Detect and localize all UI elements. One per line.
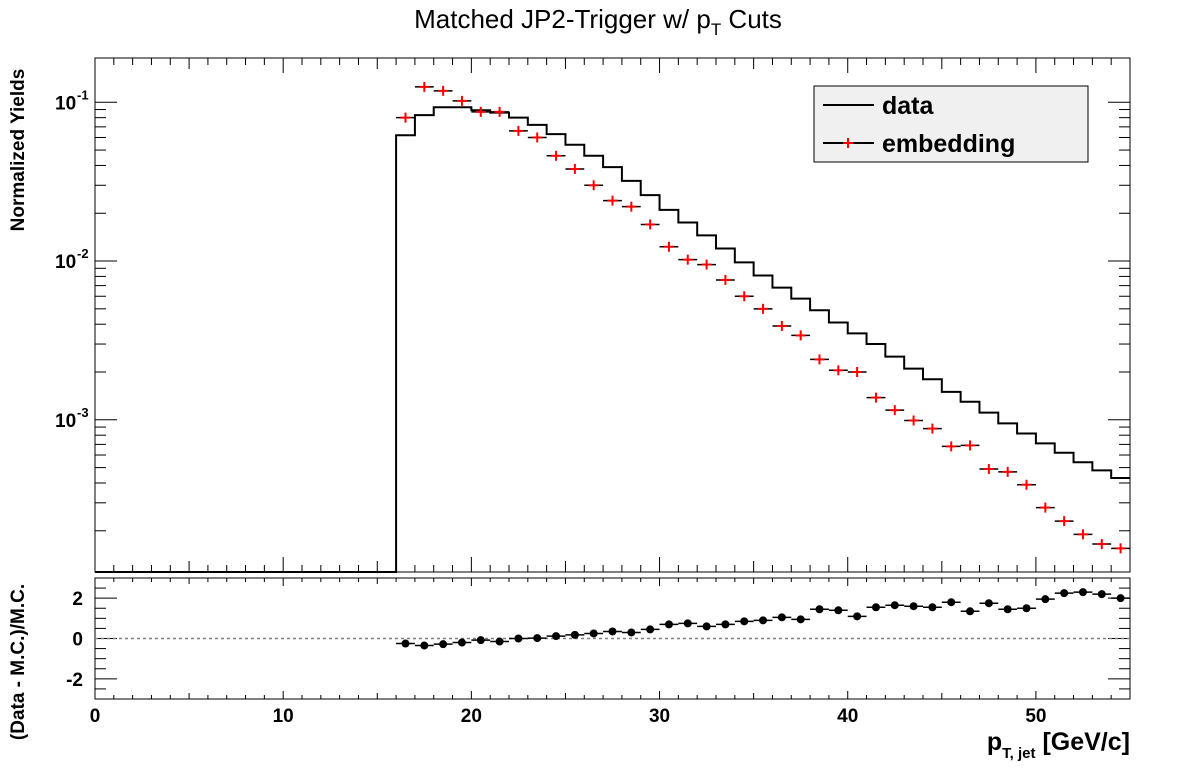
ratio-point (928, 603, 937, 612)
ratio-point (476, 636, 485, 645)
ratio-point (777, 613, 786, 622)
y-tick-label: 10 (55, 252, 76, 273)
ratio-point (1003, 605, 1012, 614)
ratio-point (570, 630, 579, 639)
ratio-point (796, 615, 805, 624)
ratio-point (589, 629, 598, 638)
title-tail: Cuts (721, 4, 782, 34)
ratio-point (890, 601, 899, 610)
ratio-point (627, 628, 636, 637)
title-main: Matched JP2-Trigger w/ p (414, 4, 711, 34)
bottom-y-tick-label: 2 (72, 589, 83, 610)
ratio-point (420, 641, 429, 650)
xlabel-sub: T, jet (1002, 745, 1035, 762)
top-panel-ticks: 10-110-210-3 (55, 58, 1131, 572)
bottom-ylabel: (Data - M.C.)/M.C. (8, 584, 29, 740)
bottom-y-tick-label: -2 (66, 670, 83, 691)
y-tick-exponent: -3 (77, 405, 89, 420)
ratio-point (721, 620, 730, 629)
ratio-point (815, 605, 824, 614)
ratio-point (683, 619, 692, 628)
legend-label-embedding: embedding (882, 130, 1015, 158)
y-tick-label: 10 (55, 93, 76, 114)
ratio-point (439, 640, 448, 649)
y-tick-exponent: -1 (77, 87, 89, 102)
ratio-point (457, 638, 466, 647)
x-tick-label: 40 (837, 706, 858, 727)
ratio-point (1041, 595, 1050, 604)
ratio-point (1022, 604, 1031, 613)
ratio-point (401, 639, 410, 648)
x-tick-label: 10 (273, 706, 294, 727)
legend-label-data: data (882, 92, 935, 120)
ratio-point (909, 602, 918, 611)
ratio-point (495, 637, 504, 646)
xlabel-tail: [GeV/c] (1036, 728, 1130, 756)
ratio-point (1078, 588, 1087, 597)
y-tick-exponent: -2 (77, 246, 89, 261)
ratio-point (514, 634, 523, 643)
ratio-point (759, 616, 768, 625)
chart-title: Matched JP2-Trigger w/ pT Cuts (414, 4, 782, 39)
top-panel-data (95, 81, 1130, 573)
ratio-point (1116, 594, 1125, 603)
ratio-point (608, 627, 617, 636)
x-tick-label: 50 (1025, 706, 1046, 727)
bottom-y-tick-label: 0 (72, 630, 83, 651)
x-tick-label: 20 (461, 706, 482, 727)
legend: data embedding (813, 85, 1089, 163)
ratio-point (1097, 590, 1106, 599)
ratio-point (646, 625, 655, 634)
ratio-point (853, 612, 862, 621)
ratio-point (664, 620, 673, 629)
ratio-point (533, 634, 542, 643)
x-axis-label: pT, jet [GeV/c] (987, 728, 1130, 762)
ratio-point (984, 599, 993, 608)
xlabel-main: p (987, 728, 1002, 756)
ratio-point (947, 598, 956, 607)
data-histogram-line (95, 106, 1130, 573)
title-sub: T (711, 20, 721, 39)
y-tick-label: 10 (55, 411, 76, 432)
top-panel-frame (94, 57, 1131, 573)
x-tick-label: 0 (90, 706, 101, 727)
ratio-point (834, 606, 843, 615)
x-tick-label: 30 (649, 706, 670, 727)
ratio-point (740, 617, 749, 626)
ratio-point (552, 632, 561, 641)
ratio-point (966, 607, 975, 616)
legend-box (813, 85, 1089, 163)
ratio-point (1060, 589, 1069, 598)
ratio-point (702, 622, 711, 631)
top-ylabel: Normalized Yields (8, 69, 29, 232)
bottom-panel-data (95, 588, 1130, 650)
ratio-point (871, 603, 880, 612)
